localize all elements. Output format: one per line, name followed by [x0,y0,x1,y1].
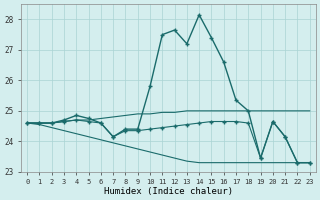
X-axis label: Humidex (Indice chaleur): Humidex (Indice chaleur) [104,187,233,196]
